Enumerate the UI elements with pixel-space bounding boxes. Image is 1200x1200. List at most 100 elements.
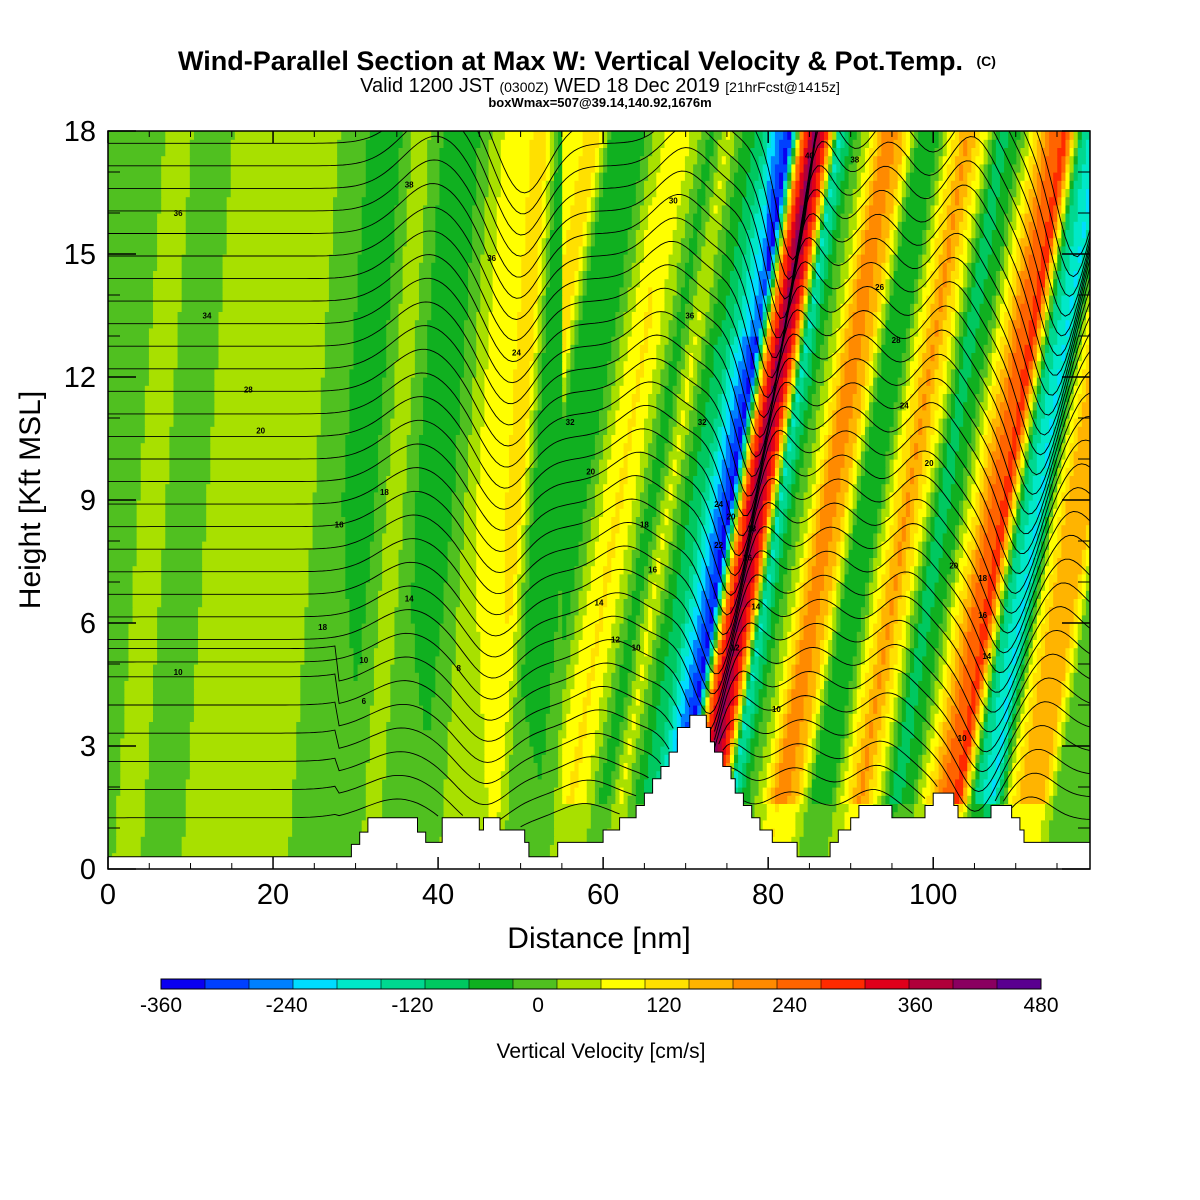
x-tick-label: 100 bbox=[909, 879, 957, 911]
theta-contour-line bbox=[108, 764, 1090, 820]
theta-contour-label: 36 bbox=[487, 254, 496, 263]
x-tick-label: 80 bbox=[752, 879, 784, 911]
theta-contour-line bbox=[108, 692, 1090, 792]
x-tick-label: 20 bbox=[257, 879, 289, 911]
theta-contour-line bbox=[108, 498, 1090, 636]
theta-contour-line bbox=[108, 131, 1090, 300]
theta-contour-line bbox=[108, 595, 1090, 715]
x-axis: 0 20 40 60 80 100 bbox=[100, 131, 1058, 911]
subtitle-forecast: [21hrFcst@1415z] bbox=[725, 79, 840, 95]
theta-contour-line bbox=[108, 450, 1090, 596]
colorbar-swatch bbox=[821, 979, 866, 989]
colorbar-tick-label: 240 bbox=[772, 994, 807, 1017]
y-axis-label: Height [Kft MSL] bbox=[14, 391, 47, 609]
theta-contour-label: 16 bbox=[743, 553, 752, 562]
y-tick-label: 9 bbox=[80, 485, 96, 517]
theta-contour-label: 10 bbox=[772, 705, 781, 714]
colorbar-tick-label: -240 bbox=[266, 994, 308, 1017]
colorbar-swatch bbox=[601, 979, 646, 989]
colorbar-tick-label: 360 bbox=[898, 994, 933, 1017]
theta-contour-label: 20 bbox=[925, 459, 934, 468]
theta-contour-label: 18 bbox=[978, 574, 987, 583]
theta-contour-label: 10 bbox=[632, 644, 641, 653]
theta-contour-line bbox=[108, 281, 1090, 458]
theta-contour-line bbox=[108, 547, 1090, 675]
y-axis: 0 36 9 12 15 18 bbox=[64, 116, 1090, 886]
colorbar-swatch bbox=[161, 979, 206, 989]
theta-contour-label: 20 bbox=[727, 512, 736, 521]
theta-contour-label: 34 bbox=[203, 312, 212, 321]
theta-contour-line bbox=[108, 184, 1090, 379]
theta-contour-line bbox=[108, 426, 1090, 577]
theta-contour-line bbox=[108, 305, 1090, 478]
chart-title: Wind-Parallel Section at Max W: Vertical… bbox=[178, 46, 996, 76]
colorbar-label: Vertical Velocity [cm/s] bbox=[497, 1040, 706, 1063]
terrain bbox=[108, 714, 1090, 869]
theta-contour-label: 20 bbox=[949, 562, 958, 571]
theta-contour-label: 22 bbox=[714, 541, 723, 550]
x-tick-label: 0 bbox=[100, 879, 116, 911]
theta-contour-line bbox=[108, 257, 1090, 439]
theta-contour-label: 12 bbox=[611, 635, 620, 644]
theta-contour-label: 28 bbox=[244, 385, 253, 394]
theta-contour-line bbox=[108, 136, 1090, 339]
theta-contour-label: 28 bbox=[892, 336, 901, 345]
theta-contour-label: 18 bbox=[318, 623, 327, 632]
colorbar-swatch bbox=[645, 979, 690, 989]
theta-contour-label: 30 bbox=[669, 197, 678, 206]
colorbar-swatch bbox=[205, 979, 250, 989]
colorbar-tick-label: 0 bbox=[532, 994, 544, 1017]
chart-subtitle: Valid 1200 JST (0300Z) WED 18 Dec 2019 [… bbox=[360, 75, 840, 97]
colorbar-swatch bbox=[293, 979, 338, 989]
theta-contour-label: 10 bbox=[174, 668, 183, 677]
theta-contour-line bbox=[108, 740, 1090, 806]
colorbar-swatch bbox=[425, 979, 470, 989]
theta-contour-label: 24 bbox=[714, 500, 723, 509]
theta-contour-label: 14 bbox=[595, 599, 604, 608]
colorbar-swatch bbox=[337, 979, 382, 989]
colorbar-swatch bbox=[953, 979, 998, 989]
theta-contour-line bbox=[108, 668, 1090, 773]
theta-contour-line bbox=[108, 353, 1090, 516]
colorbar-swatch bbox=[997, 979, 1042, 989]
theta-contour-label: 20 bbox=[586, 467, 595, 476]
colorbar-swatch bbox=[469, 979, 514, 989]
chart-subtitle-box: boxWmax=507@39.14,140.92,1676m bbox=[488, 95, 711, 110]
colorbar-swatch bbox=[249, 979, 294, 989]
theta-contour-label: 40 bbox=[805, 152, 814, 161]
theta-contour-line bbox=[108, 716, 1090, 812]
colorbar-swatch bbox=[777, 979, 822, 989]
colorbar-swatch bbox=[865, 979, 910, 989]
theta-contour-label: 18 bbox=[747, 525, 756, 534]
chart-title-mark: (C) bbox=[977, 53, 996, 69]
theta-contour-line bbox=[108, 523, 1090, 655]
theta-contour-label: 14 bbox=[751, 603, 760, 612]
y-tick-label: 15 bbox=[64, 239, 96, 271]
theta-contour-line bbox=[108, 131, 1090, 320]
theta-contour-label: 24 bbox=[900, 402, 909, 411]
theta-contour-label: 32 bbox=[698, 418, 707, 427]
theta-contour-label: 12 bbox=[731, 644, 740, 653]
theta-contour-label: 8 bbox=[456, 664, 461, 673]
colorbar-swatch bbox=[381, 979, 426, 989]
subtitle-utc: (0300Z) bbox=[499, 79, 548, 95]
theta-contour-label: 6 bbox=[362, 697, 367, 706]
y-tick-label: 0 bbox=[80, 854, 96, 886]
theta-contour-label: 18 bbox=[640, 521, 649, 530]
theta-contour-label: 36 bbox=[174, 209, 183, 218]
subtitle-valid: Valid 1200 JST bbox=[360, 75, 494, 97]
theta-contour-label: 10 bbox=[359, 656, 368, 665]
theta-contour-label: 38 bbox=[405, 180, 414, 189]
theta-contour-line bbox=[108, 474, 1090, 616]
x-tick-label: 40 bbox=[422, 879, 454, 911]
theta-contour-label: 26 bbox=[875, 283, 884, 292]
theta-contour-label: 14 bbox=[405, 594, 414, 603]
theta-contour-label: 38 bbox=[850, 156, 859, 165]
theta-contour-label: 10 bbox=[958, 734, 967, 743]
theta-contour-line bbox=[108, 208, 1090, 399]
colorbar-tick-label: 480 bbox=[1023, 994, 1058, 1017]
theta-contour-label: 32 bbox=[566, 418, 575, 427]
theta-contour-line bbox=[108, 619, 1090, 733]
theta-contour-label: 24 bbox=[512, 348, 521, 357]
